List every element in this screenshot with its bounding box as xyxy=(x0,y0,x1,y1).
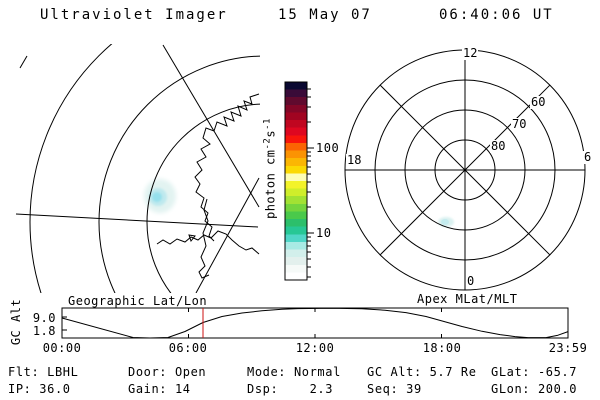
unit-exponent-2: -2 xyxy=(262,137,273,150)
unit-prefix: photon cm xyxy=(263,149,278,220)
colorbar-minor-ticks xyxy=(307,88,311,278)
polar-dial xyxy=(344,49,586,291)
status-gc-alt: GC Alt: 5.7 Re xyxy=(367,365,477,379)
unit-mid: s xyxy=(263,129,278,138)
map-meridian-diagonal-ne xyxy=(162,44,260,208)
status-glat: GLat: -65.7 xyxy=(491,365,578,379)
map-meridian-horizontal xyxy=(15,213,259,228)
polar-diagonal-sw-ne xyxy=(379,84,551,256)
coastline-island xyxy=(188,234,196,243)
polar-hour-0: 0 xyxy=(466,274,476,288)
strip-xtick-1800: 18:00 xyxy=(422,341,462,355)
map-parallel-outer xyxy=(29,44,113,293)
polar-hour-12: 12 xyxy=(462,46,479,60)
colorbar xyxy=(284,81,314,281)
colorbar-tick-10: 10 xyxy=(316,226,332,240)
strip-ytick-1.8: 1.8 xyxy=(32,324,56,338)
app-title: Ultraviolet Imager xyxy=(40,7,228,23)
status-glon: GLon: 200.0 xyxy=(491,382,578,396)
strip-xtick-1200: 12:00 xyxy=(295,341,335,355)
polar-hour-6: 6 xyxy=(583,150,593,164)
status-filter: Flt: LBHL xyxy=(8,365,79,379)
time-label: 06:40:06 UT xyxy=(439,7,554,23)
strip-ylabel: GC Alt xyxy=(9,298,23,346)
coastline-bottom xyxy=(156,230,260,255)
strip-chart xyxy=(61,307,569,339)
strip-chart-yticks xyxy=(62,316,67,331)
altitude-curve xyxy=(61,307,569,339)
status-gain: Gain: 14 xyxy=(128,382,191,396)
geographic-map xyxy=(15,44,260,293)
status-mode: Mode: Normal xyxy=(247,365,341,379)
polar-mlat-80: 80 xyxy=(490,139,507,153)
status-dsp: Dsp: 2.3 xyxy=(247,382,334,396)
coastline-main xyxy=(194,93,260,242)
strip-ytick-9: 9.0 xyxy=(32,311,56,325)
map-panel-title: Geographic Lat/Lon xyxy=(68,294,208,308)
colorbar-major-ticks xyxy=(307,147,314,234)
unit-exponent-1: -1 xyxy=(262,118,273,130)
colorbar-unit-label: photon cm-2s-1 xyxy=(249,118,292,250)
map-parallel-middle xyxy=(98,55,260,293)
strip-chart-xticks xyxy=(188,308,442,338)
map-aurora-patch-core xyxy=(152,192,162,202)
map-parallel-inner xyxy=(146,103,260,293)
coastline-peninsula xyxy=(198,198,210,279)
date-label: 15 May 07 xyxy=(278,7,372,23)
strip-xtick-0000: 00:00 xyxy=(42,341,82,355)
map-meridian-tick xyxy=(19,55,28,69)
status-seq: Seq: 39 xyxy=(367,382,422,396)
strip-xtick-0600: 06:00 xyxy=(168,341,208,355)
colorbar-ramp xyxy=(284,81,308,281)
strip-xtick-2359: 23:59 xyxy=(548,341,588,355)
colorbar-tick-100: 100 xyxy=(316,141,340,155)
polar-mlat-70: 70 xyxy=(511,117,528,131)
status-door: Door: Open xyxy=(128,365,207,379)
polar-aurora-patch-core xyxy=(441,219,449,225)
polar-mlat-60: 60 xyxy=(530,95,547,109)
polar-hour-18: 18 xyxy=(346,153,363,167)
status-ip: IP: 36.0 xyxy=(8,382,71,396)
polar-panel-title: Apex MLat/MLT xyxy=(417,292,518,306)
